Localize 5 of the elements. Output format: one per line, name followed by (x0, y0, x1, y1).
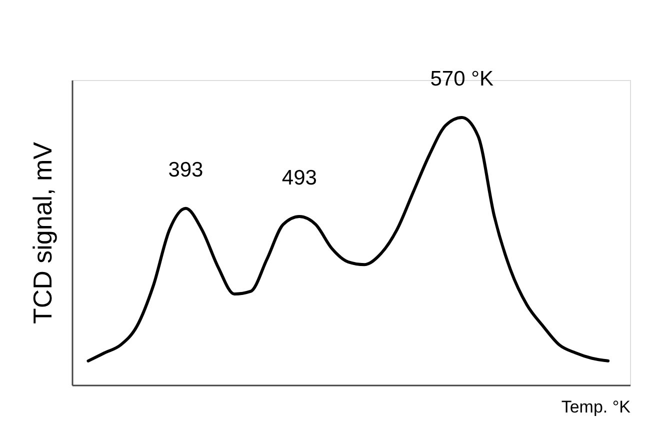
annotation: 393 (168, 158, 204, 182)
x-axis-title: Temp. °K (561, 398, 632, 416)
text: 570 °K (430, 67, 494, 90)
annotation: 493 (282, 166, 317, 190)
y-axis-title: TCD signal, mV (28, 141, 58, 324)
